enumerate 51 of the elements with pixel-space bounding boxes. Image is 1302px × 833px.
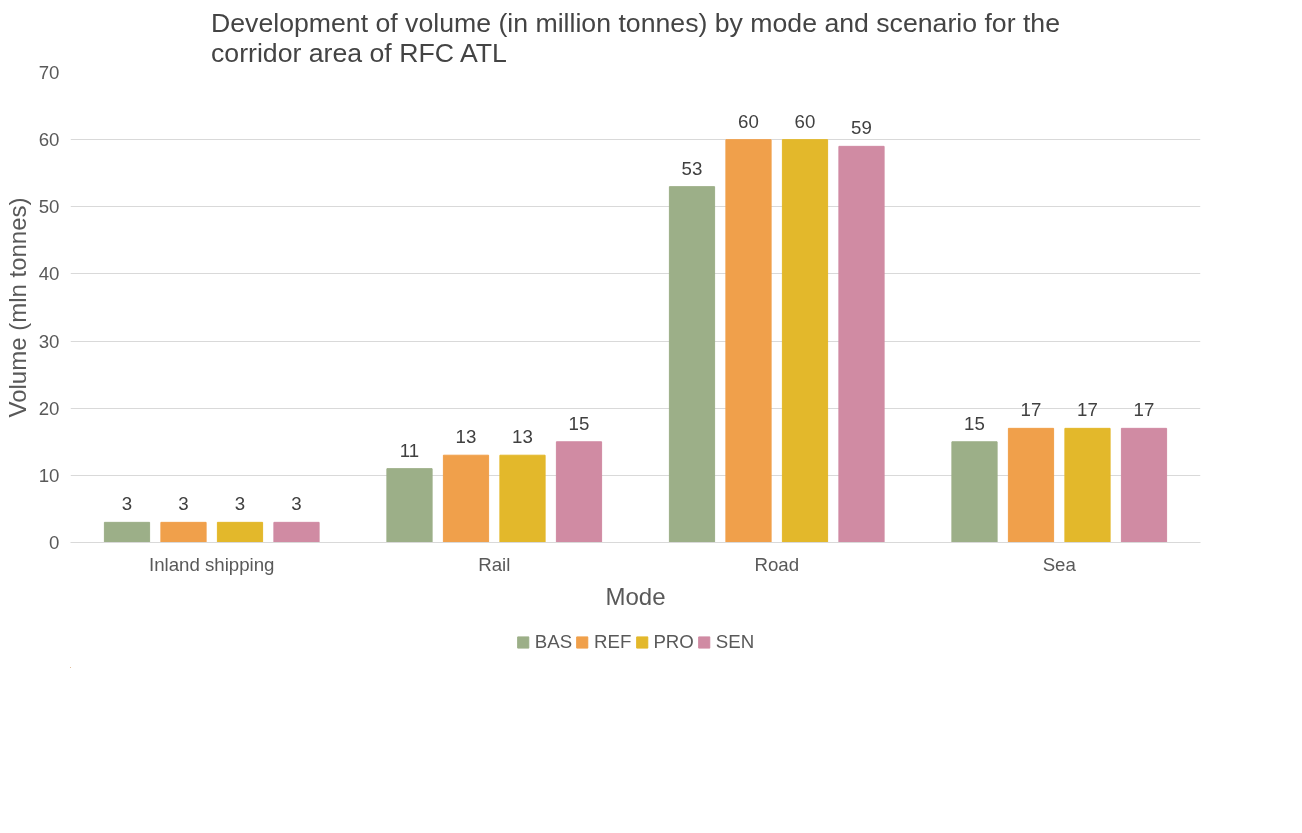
x-axis-title: Mode [605,582,666,610]
legend-label: REF [594,631,632,653]
bar [273,521,320,543]
y-tick-label: 70 [38,62,60,83]
y-axis-title: Volume (mln tonnes) [3,197,31,418]
data-label: 60 [738,110,759,132]
bar [951,441,998,543]
data-label: 13 [455,426,477,448]
bar [386,468,433,543]
x-tick-label: Rail [478,553,511,575]
x-tick-label: Sea [1042,553,1077,575]
y-tick-label: 50 [38,196,60,218]
bar [216,521,264,543]
data-label: 53 [681,157,703,179]
y-tick-label: 60 [38,129,60,151]
data-label: 17 [1020,399,1042,421]
y-tick-label: 40 [38,263,60,285]
y-tick-label: 10 [38,464,60,486]
bar [1007,427,1055,543]
y-tick-label: 30 [38,330,60,352]
legend-label: SEN [715,631,755,653]
data-label: 59 [851,117,872,139]
x-tick-label: Inland shipping [148,553,275,575]
data-label: 17 [1077,399,1098,421]
bar [160,521,207,543]
data-label: 15 [964,412,985,434]
data-label: 3 [291,493,302,515]
bar [442,454,490,543]
y-tick-label: 0 [49,532,60,553]
bar [725,139,772,543]
bar [668,186,716,543]
bar [555,441,603,543]
data-label: 60 [794,110,816,132]
bar [1120,427,1168,543]
data-label: 3 [234,493,246,515]
bar [781,139,829,543]
x-tick-label: Road [754,553,800,575]
data-label: 11 [399,439,420,461]
legend-label: PRO [653,631,694,653]
data-label: 3 [121,493,133,515]
bar [499,454,546,543]
data-label: 13 [512,426,533,448]
bar [103,521,151,543]
data-label: 17 [1133,399,1155,421]
bar [838,145,885,543]
data-label: 15 [568,412,590,434]
y-tick-label: 20 [38,397,60,419]
data-label: 3 [178,493,189,515]
bar [1064,427,1111,543]
legend-label: BAS [534,631,573,653]
chart-title: Development of volume (in million tonnes) by mode and scenario for the corridor area of RFC ATL [211,7,1060,68]
